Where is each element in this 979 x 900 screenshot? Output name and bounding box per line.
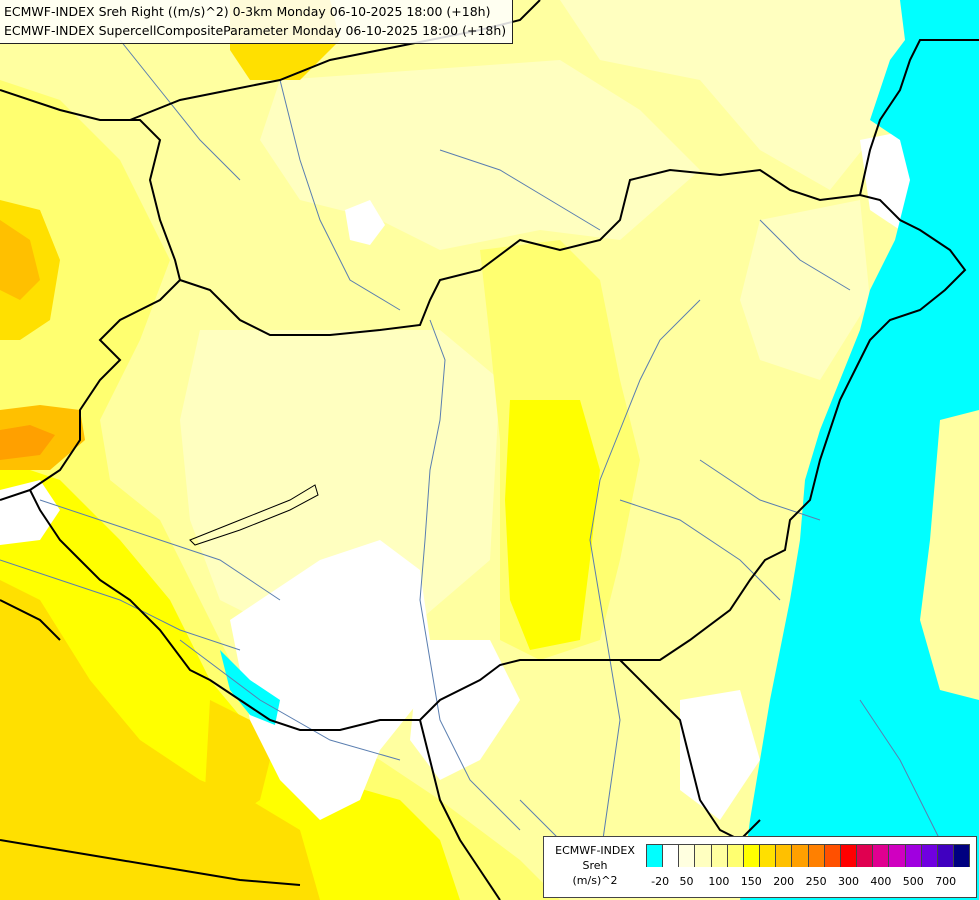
legend-title-line-1: ECMWF-INDEX [555,844,635,857]
white-area-south [230,540,430,820]
legend-tick-label: -20 [651,875,670,888]
legend-swatch [824,845,841,867]
river-danube [419,319,521,831]
legend-swatch [937,845,954,867]
border-north [0,89,181,281]
river-north-2 [439,149,601,231]
legend-tick-label: 500 [902,875,924,888]
legend-swatch [743,845,761,867]
legend-tick-label: 300 [838,875,859,888]
legend-swatch [840,845,858,867]
legend-title: ECMWF-INDEX Sreh (m/s)^2 [546,843,644,888]
white-area-southeast [680,690,760,820]
border-southwest [0,489,31,501]
color-legend: ECMWF-INDEX Sreh (m/s)^2 -20 50 100 150 200 2… [543,836,977,898]
lake-balaton [189,484,319,546]
legend-swatch [679,845,696,867]
river-east-2 [619,499,781,601]
legend-tick-label: 200 [773,875,795,888]
border-south [419,719,501,900]
border-far-south [0,839,301,886]
white-spot-north [345,200,385,245]
legend-swatch [873,845,890,867]
river-drava [179,639,401,761]
legend-tick-label: 100 [708,875,730,888]
river-east-1 [699,459,821,521]
gold-region-southwest [0,580,320,900]
yellow-core-center [505,400,600,650]
river-tisza [589,299,701,861]
white-area-south-2 [410,640,520,780]
legend-tick-label: 150 [740,875,762,888]
border-west-lower [0,599,61,641]
legend-tick-label: 400 [870,875,892,888]
legend-swatch [760,845,777,867]
legend-tick-label: 50 [679,875,694,888]
river-north-1 [279,79,401,311]
legend-swatch [808,845,825,867]
legend-swatch [711,845,728,867]
river-west-1 [0,559,241,651]
very-light-region-east [740,200,870,380]
white-inset-east [920,410,979,700]
legend-tick-label: 700 [935,875,957,888]
legend-swatch [646,845,664,867]
very-light-region-center [180,330,500,640]
cyan-region-east [740,0,979,900]
river-north-3 [119,39,241,181]
legend-swatch [695,845,712,867]
legend-title-line-3: (m/s)^2 [572,874,618,887]
orange-spot-west [0,220,40,300]
legend-title-line-2: Sreh [582,859,608,872]
legend-swatch [857,845,874,867]
river-east-3 [759,219,851,291]
legend-swatch [776,845,793,867]
white-area-west [0,480,60,545]
dark-orange-spot [0,425,55,460]
river-west-2 [39,499,281,601]
gold-region-south [205,700,270,820]
cyan-spot-south [220,650,280,725]
map-title-box: ECMWF-INDEX Sreh Right ((m/s)^2) 0-3km M… [0,0,514,44]
legend-swatch [905,845,922,867]
legend-swatch [792,845,809,867]
border-northeast [859,39,979,196]
legend-swatch [663,845,680,867]
map-title-line-1: ECMWF-INDEX Sreh Right ((m/s)^2) 0-3km M… [4,4,491,19]
map-title-line-2: ECMWF-INDEX SupercellCompositeParameter … [4,23,507,38]
legend-swatch [727,845,744,867]
legend-swatch [953,845,971,867]
legend-color-scale [646,844,971,867]
legend-swatch [889,845,906,867]
legend-tick-label: 250 [805,875,827,888]
legend-swatch [921,845,938,867]
border-hungary [28,168,967,731]
